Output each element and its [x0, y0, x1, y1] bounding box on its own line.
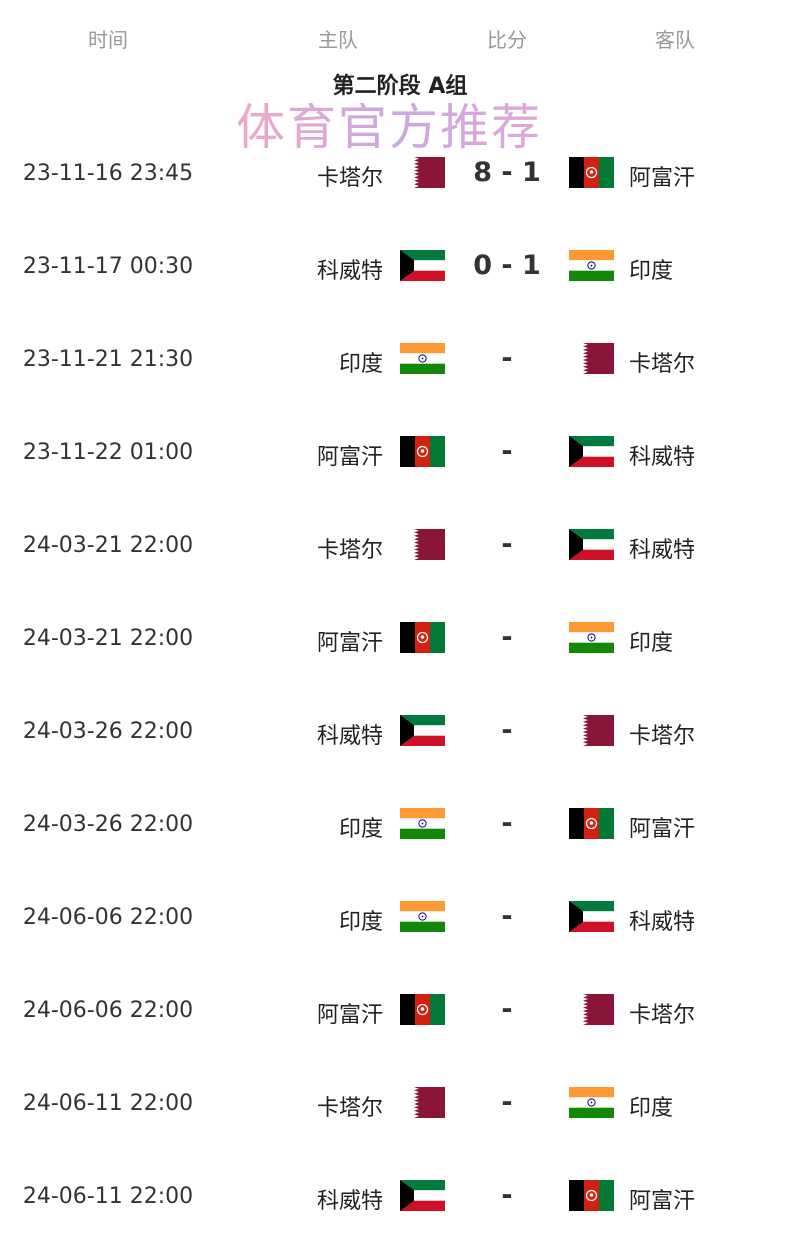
match-row[interactable]: 24-03-21 22:00 阿富汗 - 印度 [0, 618, 800, 658]
match-time: 23-11-16 23:45 [22, 161, 194, 186]
afghanistan-flag-icon [400, 994, 445, 1025]
away-team-name: 阿富汗 [629, 817, 696, 842]
qatar-flag-icon [400, 157, 445, 188]
match-score: - [501, 622, 513, 653]
match-score: - [501, 808, 513, 839]
match-score: - [501, 343, 513, 374]
match-score: - [501, 436, 513, 467]
india-flag-icon [400, 343, 445, 374]
qatar-flag-icon [569, 343, 614, 374]
match-score: - [501, 529, 513, 560]
home-team-name: 卡塔尔 [316, 166, 383, 191]
away-team-name: 科威特 [629, 445, 696, 470]
match-time: 24-03-26 22:00 [22, 812, 194, 837]
india-flag-icon [400, 901, 445, 932]
match-row[interactable]: 24-03-21 22:00 卡塔尔 - 科威特 [0, 525, 800, 565]
match-row[interactable]: 24-06-06 22:00 印度 - 科威特 [0, 897, 800, 937]
match-time: 24-03-26 22:00 [22, 719, 194, 744]
kuwait-flag-icon [569, 529, 614, 560]
match-row[interactable]: 24-06-11 22:00 卡塔尔 - 印度 [0, 1083, 800, 1123]
away-team-name: 科威特 [629, 538, 696, 563]
match-score: - [501, 1087, 513, 1118]
match-row[interactable]: 24-06-11 22:00 科威特 - 阿富汗 [0, 1176, 800, 1216]
match-time: 24-06-06 22:00 [22, 998, 194, 1023]
home-team-name: 阿富汗 [316, 445, 383, 470]
afghanistan-flag-icon [569, 808, 614, 839]
kuwait-flag-icon [400, 250, 445, 281]
away-team-name: 卡塔尔 [629, 724, 696, 749]
away-team-name: 阿富汗 [629, 1189, 696, 1214]
match-score: - [501, 901, 513, 932]
match-row[interactable]: 24-06-06 22:00 阿富汗 - 卡塔尔 [0, 990, 800, 1030]
match-row[interactable]: 23-11-21 21:30 印度 - 卡塔尔 [0, 339, 800, 379]
india-flag-icon [569, 1087, 614, 1118]
match-time: 23-11-22 01:00 [22, 440, 194, 465]
match-time: 24-06-11 22:00 [22, 1091, 194, 1116]
away-team-name: 卡塔尔 [629, 1003, 696, 1028]
column-header-away: 客队 [655, 28, 695, 52]
afghanistan-flag-icon [569, 1180, 614, 1211]
kuwait-flag-icon [400, 1180, 445, 1211]
match-row[interactable]: 23-11-16 23:45 卡塔尔 8 - 1 阿富汗 [0, 153, 800, 193]
india-flag-icon [569, 250, 614, 281]
watermark: 体育官方推荐 [236, 99, 543, 156]
qatar-flag-icon [400, 1087, 445, 1118]
match-score: - [501, 715, 513, 746]
column-header-home: 主队 [318, 28, 358, 52]
home-team-name: 卡塔尔 [316, 1096, 383, 1121]
match-time: 24-03-21 22:00 [22, 626, 194, 651]
afghanistan-flag-icon [400, 436, 445, 467]
column-header-score: 比分 [487, 28, 527, 52]
match-row[interactable]: 24-03-26 22:00 印度 - 阿富汗 [0, 804, 800, 844]
india-flag-icon [569, 622, 614, 653]
away-team-name: 卡塔尔 [629, 352, 696, 377]
home-team-name: 阿富汗 [316, 631, 383, 656]
qatar-flag-icon [569, 715, 614, 746]
match-time: 23-11-17 00:30 [22, 254, 194, 279]
qatar-flag-icon [400, 529, 445, 560]
afghanistan-flag-icon [569, 157, 614, 188]
qatar-flag-icon [569, 994, 614, 1025]
home-team-name: 科威特 [316, 1189, 383, 1214]
afghanistan-flag-icon [400, 622, 445, 653]
away-team-name: 印度 [629, 631, 674, 656]
home-team-name: 科威特 [316, 259, 383, 284]
group-title: 第二阶段 A组 [332, 74, 468, 99]
home-team-name: 印度 [338, 352, 383, 377]
match-time: 24-03-21 22:00 [22, 533, 194, 558]
kuwait-flag-icon [569, 436, 614, 467]
match-row[interactable]: 23-11-17 00:30 科威特 0 - 1 印度 [0, 246, 800, 286]
away-team-name: 科威特 [629, 910, 696, 935]
kuwait-flag-icon [400, 715, 445, 746]
home-team-name: 印度 [338, 910, 383, 935]
away-team-name: 阿富汗 [629, 166, 696, 191]
match-score: 0 - 1 [473, 250, 541, 281]
match-score: 8 - 1 [473, 157, 541, 188]
home-team-name: 印度 [338, 817, 383, 842]
match-score: - [501, 994, 513, 1025]
match-row[interactable]: 24-03-26 22:00 科威特 - 卡塔尔 [0, 711, 800, 751]
column-header-time: 时间 [88, 28, 128, 52]
india-flag-icon [400, 808, 445, 839]
match-time: 23-11-21 21:30 [22, 347, 194, 372]
home-team-name: 卡塔尔 [316, 538, 383, 563]
home-team-name: 科威特 [316, 724, 383, 749]
match-row[interactable]: 23-11-22 01:00 阿富汗 - 科威特 [0, 432, 800, 472]
home-team-name: 阿富汗 [316, 1003, 383, 1028]
match-score: - [501, 1180, 513, 1211]
away-team-name: 印度 [629, 259, 674, 284]
match-time: 24-06-11 22:00 [22, 1184, 194, 1209]
away-team-name: 印度 [629, 1096, 674, 1121]
match-time: 24-06-06 22:00 [22, 905, 194, 930]
kuwait-flag-icon [569, 901, 614, 932]
